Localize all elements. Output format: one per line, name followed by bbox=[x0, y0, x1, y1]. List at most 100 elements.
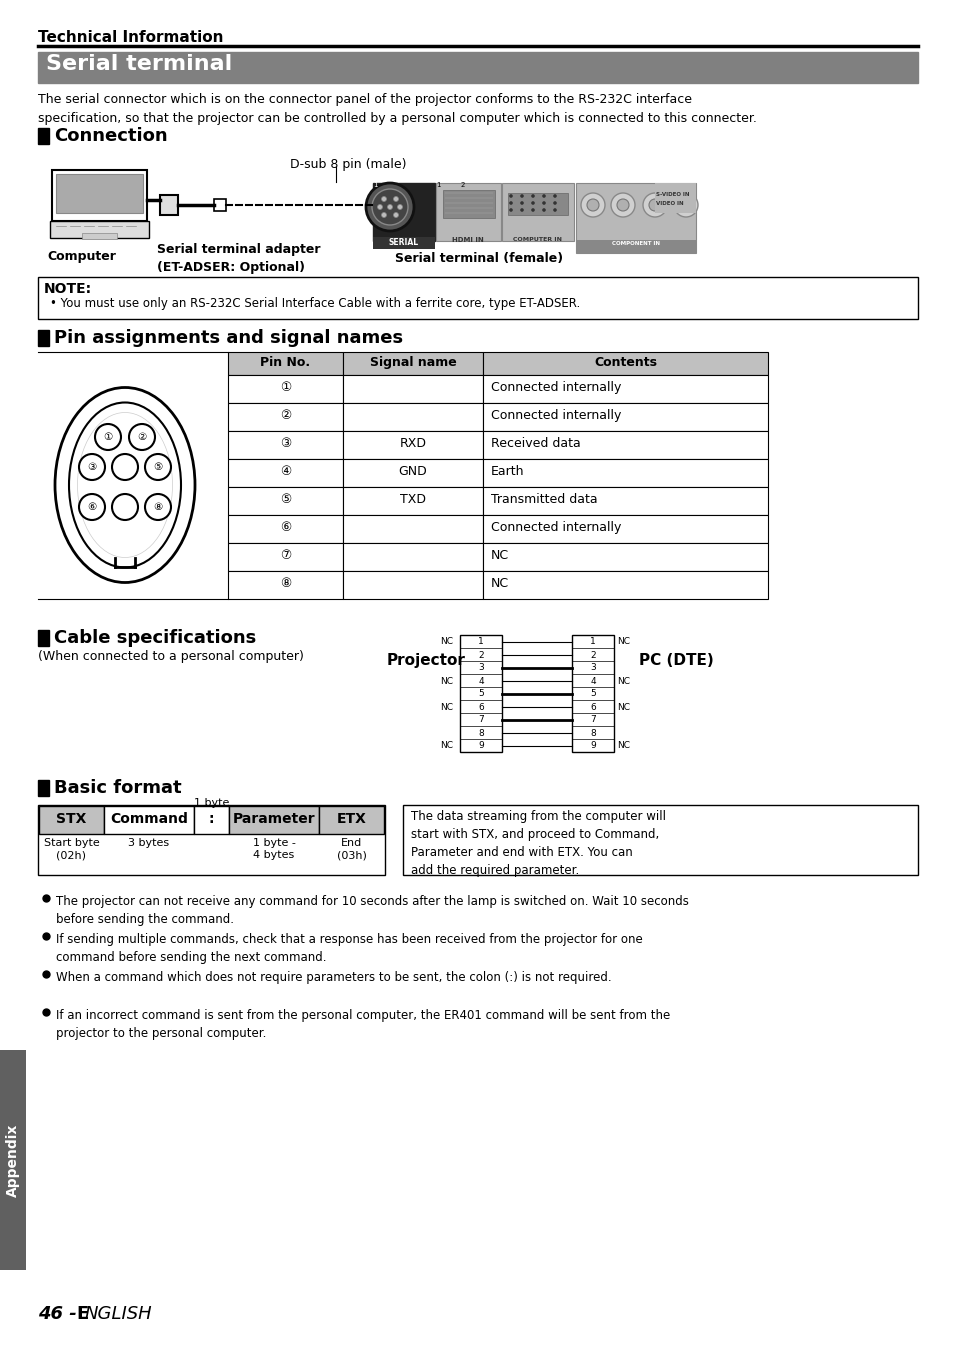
Circle shape bbox=[610, 193, 635, 218]
Text: NC: NC bbox=[491, 577, 509, 590]
Text: 9: 9 bbox=[590, 742, 596, 751]
Text: GND: GND bbox=[398, 465, 427, 478]
Text: Basic format: Basic format bbox=[54, 780, 181, 797]
Bar bbox=[56, 174, 143, 213]
Circle shape bbox=[553, 208, 557, 212]
Text: If an incorrect command is sent from the personal computer, the ER401 command wi: If an incorrect command is sent from the… bbox=[56, 1009, 670, 1040]
Bar bbox=[38, 128, 49, 145]
Text: The serial connector which is on the connector panel of the projector conforms t: The serial connector which is on the con… bbox=[38, 93, 756, 126]
Bar bbox=[228, 543, 343, 571]
Bar bbox=[343, 403, 482, 431]
Text: 1: 1 bbox=[590, 638, 596, 647]
Bar bbox=[482, 403, 767, 431]
Circle shape bbox=[381, 212, 386, 218]
Text: 1: 1 bbox=[373, 182, 377, 188]
Text: 6: 6 bbox=[477, 703, 483, 712]
Bar bbox=[343, 459, 482, 486]
Bar bbox=[482, 543, 767, 571]
Text: NC: NC bbox=[617, 703, 629, 712]
Circle shape bbox=[519, 195, 523, 197]
Text: ②: ② bbox=[137, 432, 147, 442]
Text: End
(03h): End (03h) bbox=[336, 838, 366, 861]
Bar bbox=[343, 353, 482, 376]
Bar bbox=[482, 486, 767, 515]
Bar bbox=[482, 515, 767, 543]
Text: 6: 6 bbox=[590, 703, 596, 712]
Bar bbox=[228, 376, 343, 403]
Bar bbox=[52, 170, 147, 222]
Text: • You must use only an RS-232C Serial Interface Cable with a ferrite core, type : • You must use only an RS-232C Serial In… bbox=[50, 297, 579, 309]
Bar bbox=[228, 515, 343, 543]
Bar bbox=[228, 431, 343, 459]
Circle shape bbox=[393, 212, 398, 218]
Bar bbox=[0, 1050, 26, 1270]
Bar bbox=[39, 807, 104, 834]
Text: RXD: RXD bbox=[399, 436, 426, 450]
Text: S-VIDEO IN: S-VIDEO IN bbox=[656, 192, 689, 197]
Bar bbox=[436, 182, 500, 240]
Text: Pin assignments and signal names: Pin assignments and signal names bbox=[54, 330, 403, 347]
Text: Start byte
(02h): Start byte (02h) bbox=[44, 838, 99, 861]
Bar bbox=[82, 232, 117, 239]
Circle shape bbox=[531, 201, 535, 205]
Circle shape bbox=[617, 199, 628, 211]
Text: (When connected to a personal computer): (When connected to a personal computer) bbox=[38, 650, 304, 663]
Circle shape bbox=[377, 204, 382, 209]
Text: ⑦: ⑦ bbox=[279, 549, 291, 562]
Text: ⑧: ⑧ bbox=[153, 503, 162, 512]
Bar bbox=[38, 330, 49, 346]
Text: Parameter: Parameter bbox=[233, 812, 315, 825]
Circle shape bbox=[112, 454, 138, 480]
Bar bbox=[442, 190, 495, 218]
Bar bbox=[576, 182, 696, 253]
Text: 3: 3 bbox=[590, 663, 596, 673]
Bar bbox=[482, 353, 767, 376]
Text: 9: 9 bbox=[477, 742, 483, 751]
Text: HDMI IN: HDMI IN bbox=[452, 236, 483, 243]
Bar bbox=[373, 236, 435, 249]
Text: Cable specifications: Cable specifications bbox=[54, 630, 256, 647]
Bar bbox=[507, 193, 567, 215]
Text: Pin No.: Pin No. bbox=[260, 357, 311, 369]
Text: ⑧: ⑧ bbox=[279, 577, 291, 590]
Bar bbox=[104, 807, 193, 834]
Text: 5: 5 bbox=[477, 689, 483, 698]
Text: 4: 4 bbox=[590, 677, 596, 685]
Text: ⑥: ⑥ bbox=[88, 503, 96, 512]
Bar bbox=[38, 51, 917, 82]
Text: Connected internally: Connected internally bbox=[491, 381, 620, 394]
Text: Connected internally: Connected internally bbox=[491, 409, 620, 422]
Text: 3 bytes: 3 bytes bbox=[129, 838, 170, 848]
Circle shape bbox=[642, 193, 666, 218]
Circle shape bbox=[397, 204, 402, 209]
Bar bbox=[576, 240, 696, 253]
Text: Connected internally: Connected internally bbox=[491, 521, 620, 534]
Text: PC (DTE): PC (DTE) bbox=[639, 653, 713, 667]
Circle shape bbox=[366, 182, 414, 231]
Bar bbox=[482, 431, 767, 459]
Circle shape bbox=[95, 424, 121, 450]
Bar bbox=[38, 805, 385, 875]
Bar bbox=[160, 195, 178, 215]
Bar bbox=[318, 807, 384, 834]
Text: Transmitted data: Transmitted data bbox=[491, 493, 597, 507]
Circle shape bbox=[129, 424, 154, 450]
Text: The data streaming from the computer will
start with STX, and proceed to Command: The data streaming from the computer wil… bbox=[411, 811, 665, 877]
Bar bbox=[228, 486, 343, 515]
Circle shape bbox=[541, 208, 545, 212]
Text: NC: NC bbox=[439, 638, 453, 647]
Text: VIDEO IN: VIDEO IN bbox=[656, 201, 683, 205]
Bar bbox=[572, 635, 614, 753]
Circle shape bbox=[586, 199, 598, 211]
Bar bbox=[228, 459, 343, 486]
Bar bbox=[482, 571, 767, 598]
Text: ①: ① bbox=[279, 381, 291, 394]
Text: 7: 7 bbox=[590, 716, 596, 724]
Text: 1: 1 bbox=[436, 182, 440, 188]
Circle shape bbox=[541, 201, 545, 205]
Text: D-sub 8 pin (male): D-sub 8 pin (male) bbox=[290, 158, 406, 172]
Text: When a command which does not require parameters to be sent, the colon (:) is no: When a command which does not require pa… bbox=[56, 971, 611, 984]
Circle shape bbox=[372, 189, 408, 226]
Text: Serial terminal adapter
(ET-ADSER: Optional): Serial terminal adapter (ET-ADSER: Optio… bbox=[157, 243, 320, 274]
Text: Received data: Received data bbox=[491, 436, 580, 450]
